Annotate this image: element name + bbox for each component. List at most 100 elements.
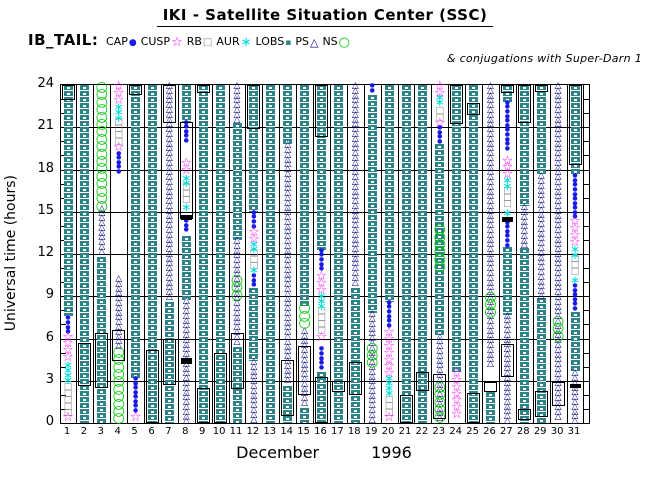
ns-marker-icon: ○ — [338, 35, 351, 50]
legend-label: AUR — [216, 35, 240, 48]
x-tick-label: 7 — [165, 426, 172, 437]
y-tick-label: 6 — [45, 329, 54, 345]
gridline-vertical — [76, 85, 78, 423]
segment-ns-day30: ○ ○ ○ — [551, 312, 565, 344]
segment-bar-day8 — [180, 358, 192, 364]
x-tick-label: 12 — [246, 426, 260, 437]
gridline-horizontal — [61, 254, 589, 255]
segment-cusp-day20: ☆ — [383, 409, 395, 425]
segment-lobs-day11 — [232, 123, 242, 240]
segment-cusp-day23: ☆ ☆ — [433, 79, 446, 101]
legend-label: PS — [295, 35, 309, 48]
segment-lobs-day27 — [502, 246, 512, 315]
segment-lobs-day26 — [486, 392, 495, 423]
segment-aur-day23: ∗ ∗ — [434, 90, 445, 110]
gridline-horizontal — [61, 338, 589, 340]
segment-cusp-day8: ☆ ☆ — [180, 156, 193, 179]
segment-cap-day8: ● ● ● — [183, 217, 189, 234]
segment-aur-day12: ∗ ∗ — [248, 236, 259, 256]
x-tick-label: 4 — [114, 426, 121, 437]
x-tick-label: 23 — [432, 426, 446, 437]
aur-marker-icon: ∗ — [240, 35, 252, 50]
minor-tick — [61, 324, 66, 326]
minor-tick — [584, 366, 589, 368]
x-tick-label: 1 — [63, 426, 71, 437]
segment-conj-day26 — [484, 382, 497, 392]
gridline-vertical — [313, 85, 315, 423]
gridline-vertical — [482, 85, 484, 423]
minor-tick — [584, 225, 589, 227]
segment-rb-day4: □ □ □ □ — [114, 117, 123, 147]
gridline-vertical — [177, 85, 179, 423]
segment-lobs-day14 — [283, 85, 293, 145]
minor-tick — [584, 113, 589, 115]
segment-rb-day8: □ □ □ — [182, 181, 191, 206]
gridline-vertical — [296, 85, 298, 423]
segment-rb-day16: □ □ □ □ — [317, 305, 326, 336]
segment-cusp-day31: ☆ ☆ ☆ ☆ — [569, 214, 581, 250]
segment-lobs-day16 — [317, 372, 326, 423]
segment-ps-day14: △ △ △ △ △ △ △ △ △ △ △ △ △ △ △ △ △ △ △ △ … — [284, 140, 292, 386]
segment-conj-day14 — [281, 359, 295, 416]
segment-rb-day12: □ □ □ — [249, 248, 259, 272]
segment-lobs-day13 — [266, 85, 276, 423]
rb-marker-icon: □ — [202, 37, 213, 48]
segment-lobs-day2 — [80, 85, 90, 423]
segment-rb-day27: □ □ □ — [503, 186, 512, 210]
segment-ns-day4: ○ ○ ○ ○ ○ ○ ○ ○ ○ ○ — [112, 343, 125, 427]
x-tick-label: 29 — [533, 426, 547, 437]
lobs-marker-icon: ▪ — [285, 38, 292, 48]
segment-lobs-day23 — [435, 144, 445, 336]
segment-conj-day21 — [399, 394, 413, 423]
x-tick-label: 15 — [297, 426, 310, 437]
segment-lobs-day6 — [148, 85, 157, 423]
segment-cusp-day4: ☆ ☆ ☆ — [112, 79, 125, 108]
segment-ps-day12: △ △ △ △ △ △ △ △ △ △ △ △ △ — [250, 357, 258, 425]
legend-label: CAP — [106, 35, 128, 48]
segment-lobs-day10 — [215, 85, 225, 423]
x-tick-label: 31 — [567, 426, 581, 437]
segment-ps-day29: △ △ △ △ △ △ △ △ △ △ △ △ △ △ △ △ △ △ △ △ … — [537, 171, 545, 302]
y-tick-label: 0 — [45, 414, 54, 429]
segment-ps-day18: △ △ △ △ △ △ △ △ △ △ △ △ △ △ △ △ △ △ △ △ … — [351, 81, 359, 288]
gridline-vertical — [228, 85, 230, 423]
segment-conj-day22 — [416, 372, 430, 391]
segment-lobs-day16 — [317, 85, 326, 250]
segment-cusp-day5: ☆ — [129, 409, 142, 425]
segment-cusp-day12: ☆ ☆ — [248, 225, 260, 248]
legend-label: LOBS — [255, 35, 285, 48]
y-tick-label: 21 — [37, 118, 54, 134]
segment-ps-day31: △ △ △ △ △ △ △ △ △ △ △ — [571, 368, 579, 427]
segment-ps-day11: △ △ △ △ △ △ △ △ △ △ △ △ △ △ △ △ △ △ △ △ … — [233, 235, 241, 347]
x-tick-label: 30 — [550, 426, 564, 437]
segment-rb-day20: □ □ □ — [384, 394, 394, 418]
x-tick-label: 20 — [381, 426, 395, 437]
gridline-vertical — [465, 85, 467, 423]
segment-bar-day8 — [180, 214, 192, 221]
gridline-vertical — [160, 85, 162, 423]
segment-cusp-day27: ☆ ☆ ☆ — [501, 153, 514, 183]
segment-cap-day12: ● ● ● — [251, 272, 257, 289]
segment-lobs-day8 — [181, 85, 191, 122]
segment-lobs-day12 — [249, 287, 259, 362]
segment-cusp-day24: ☆ ☆ ☆ ☆ ☆ ☆ ☆ — [450, 366, 463, 423]
segment-ps-day27: △ △ △ △ △ △ △ △ △ △ △ △ △ △ △ △ △ △ △ △ … — [503, 310, 511, 427]
segment-rb-day31: □ □ □ — [570, 253, 580, 277]
segment-conj-day27 — [500, 85, 514, 94]
y-tick-label: 15 — [37, 202, 54, 218]
segment-lobs-day28 — [519, 85, 529, 207]
segment-lobs-day3 — [97, 256, 107, 423]
ps-marker-icon: △ — [309, 36, 319, 49]
x-tick-label: 21 — [398, 426, 412, 437]
segment-ps-day11: △ △ △ △ △ △ △ △ — [233, 81, 241, 125]
segment-ps-day15: △ △ △ △ △ △ △ △ △ △ △ △ △ △ △ △ — [301, 326, 309, 408]
x-tick-label: 14 — [280, 426, 294, 437]
segment-aur-day31: ∗ — [569, 273, 581, 288]
minor-tick — [61, 352, 66, 354]
gridline-vertical — [532, 85, 534, 423]
segment-conj-day12 — [247, 85, 261, 129]
segment-ns-day26: ○ ○ ○ — [484, 288, 497, 320]
segment-conj-day17 — [331, 380, 345, 393]
segment-cap-day1: ● ● ● ● — [65, 314, 71, 336]
segment-conj-day7 — [162, 338, 176, 385]
